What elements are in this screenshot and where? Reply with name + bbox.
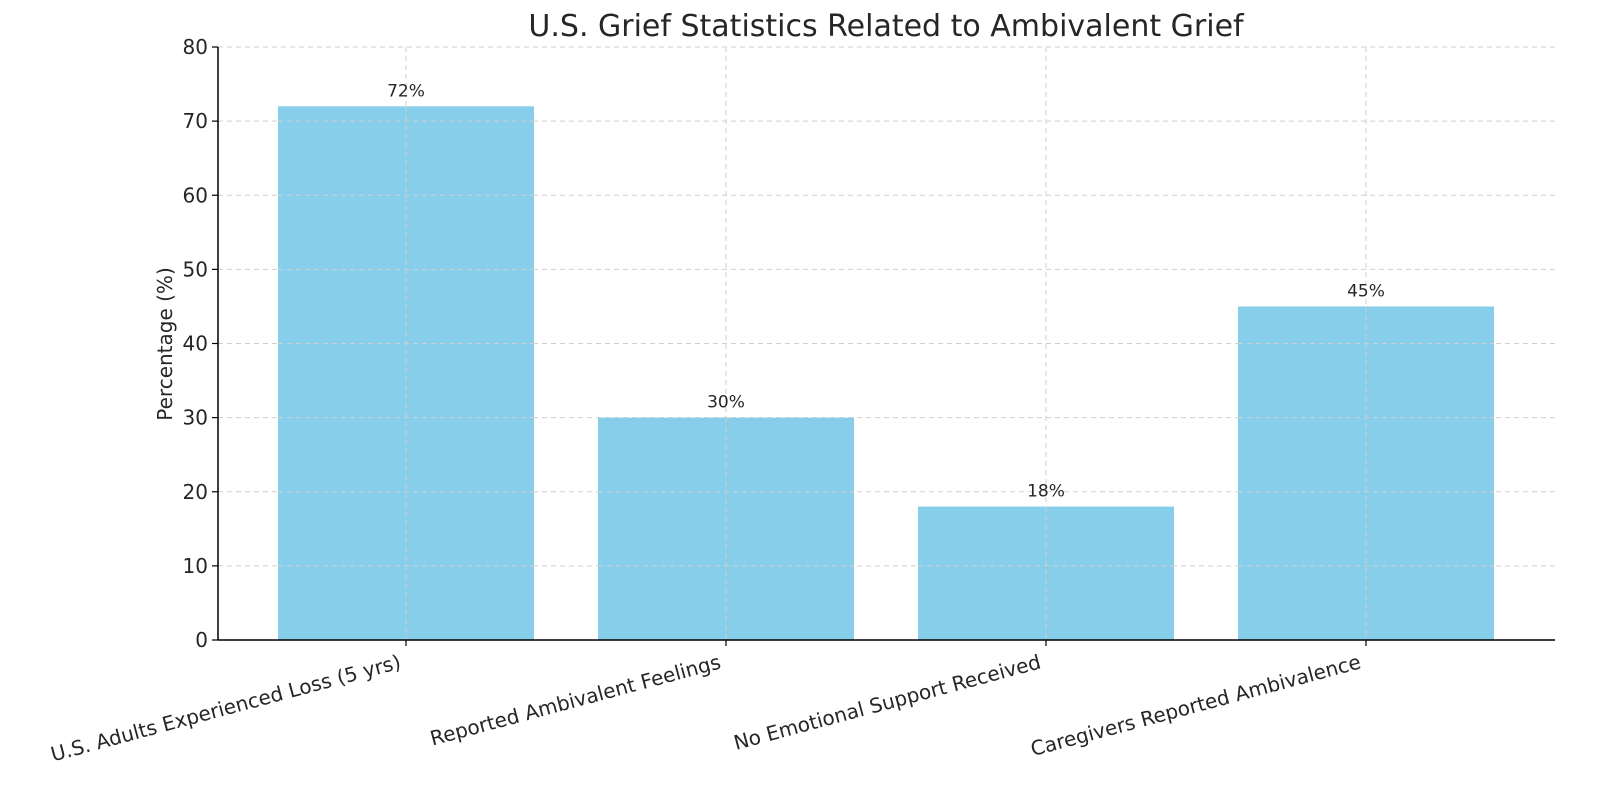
bar-value-label: 72% bbox=[387, 81, 425, 101]
x-tick-label: No Emotional Support Received bbox=[731, 650, 1043, 755]
x-tick-label: Reported Ambivalent Feelings bbox=[427, 650, 723, 751]
y-tick-label: 20 bbox=[183, 480, 208, 504]
y-tick-label: 60 bbox=[183, 183, 208, 207]
grid-lines bbox=[218, 46, 1555, 640]
x-tick-label: Caregivers Reported Ambivalence bbox=[1028, 650, 1363, 761]
y-tick-label: 70 bbox=[183, 109, 208, 133]
y-tick-label: 30 bbox=[183, 406, 208, 430]
bar-value-label: 18% bbox=[1027, 482, 1065, 502]
bar-value-label: 45% bbox=[1347, 281, 1385, 301]
axes bbox=[212, 46, 1555, 646]
y-tick-label: 10 bbox=[183, 554, 208, 578]
y-tick-label: 50 bbox=[183, 257, 208, 281]
x-tick-label: U.S. Adults Experienced Loss (5 yrs) bbox=[48, 650, 403, 767]
chart-title: U.S. Grief Statistics Related to Ambival… bbox=[528, 9, 1245, 44]
y-tick-label: 80 bbox=[183, 35, 208, 59]
y-axis-label: Percentage (%) bbox=[153, 267, 177, 420]
bars bbox=[278, 106, 1494, 641]
y-tick-label: 40 bbox=[183, 332, 208, 356]
labels: 0 10 20 30 40 50 60 70 80 U.S. Adults Experienced… bbox=[48, 35, 1385, 766]
bar-value-label: 30% bbox=[707, 393, 745, 413]
y-tick-label: 0 bbox=[195, 628, 208, 652]
